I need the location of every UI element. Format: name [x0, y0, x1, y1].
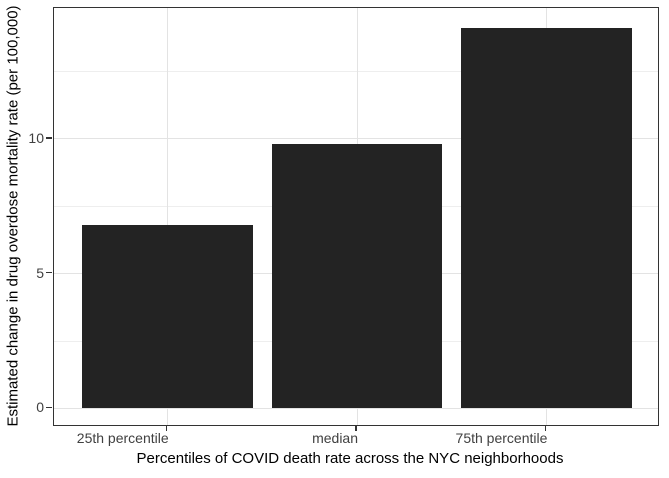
y-tick-mark — [46, 137, 52, 139]
x-tick-label: median — [312, 430, 358, 446]
y-axis-title: Estimated change in drug overdose mortal… — [4, 5, 22, 427]
x-tick-label: 25th percentile — [76, 430, 169, 446]
bar-median — [271, 144, 443, 409]
x-tick-mark — [544, 426, 547, 431]
x-axis-title: Percentiles of COVID death rate across t… — [136, 450, 564, 467]
gridline-major — [54, 138, 658, 140]
x-tick-label: 75th percentile — [455, 430, 548, 446]
bar-25th-percentile — [82, 225, 253, 409]
gridline-x-major — [167, 8, 169, 425]
plot-panel — [53, 7, 659, 426]
x-tick-mark — [165, 426, 168, 431]
y-tick-label: 5 — [36, 264, 44, 281]
gridline-major — [54, 407, 658, 409]
y-tick-label: 10 — [28, 129, 44, 146]
y-tick-mark — [46, 406, 52, 409]
y-tick-mark — [46, 271, 52, 274]
bar-75th-percentile — [461, 28, 632, 409]
plot-area — [54, 8, 658, 425]
x-tick-mark — [355, 426, 357, 431]
gridline-minor — [54, 71, 658, 73]
y-tick-label: 0 — [36, 399, 44, 416]
